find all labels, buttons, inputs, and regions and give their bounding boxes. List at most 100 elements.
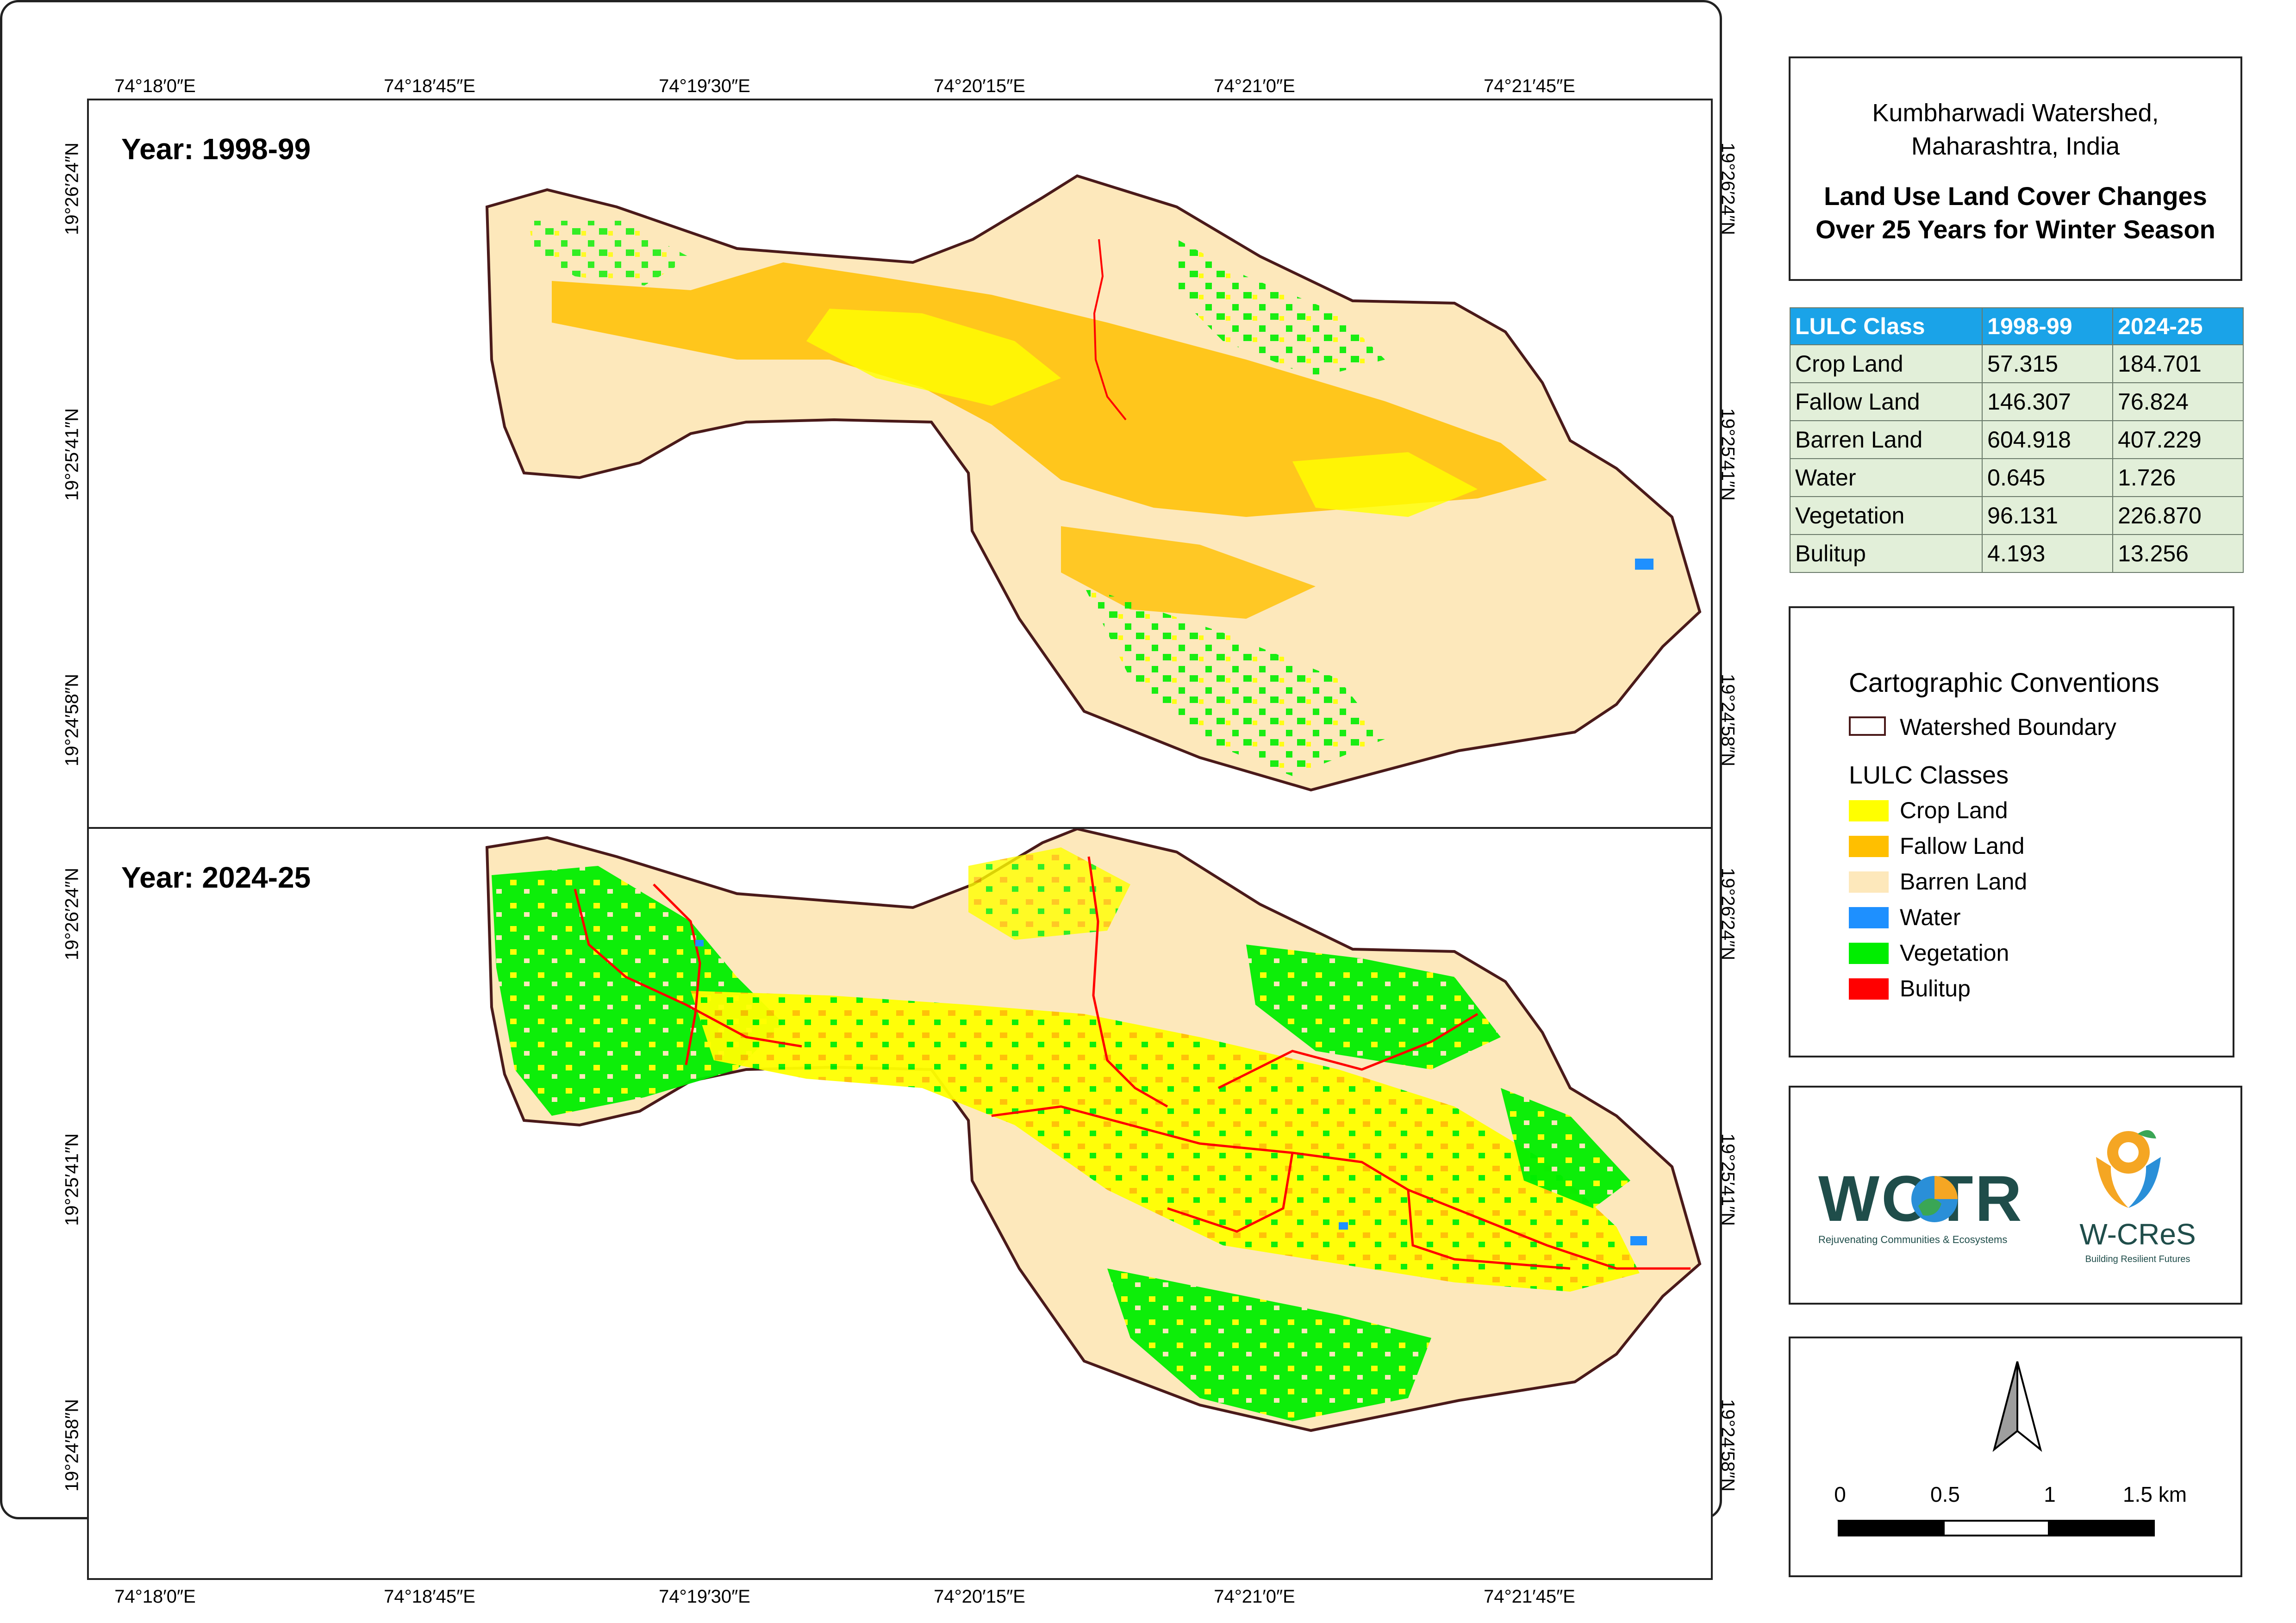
scale-bar xyxy=(1838,1520,2155,1536)
legend-swatch-fallow xyxy=(1849,836,1889,857)
wcres-logo-text: W-CReS xyxy=(2079,1218,2196,1251)
legend-label-water: Water xyxy=(1900,904,1961,930)
scale-label: 1 xyxy=(2044,1482,2056,1506)
title-line: Land Use Land Cover Changes xyxy=(1824,181,2207,211)
year-label: Year: 1998-99 xyxy=(121,132,311,166)
table-cell: 407.229 xyxy=(2112,420,2244,459)
y-tick-right: 19°25′41″N xyxy=(1717,408,1738,501)
place-line: Kumbharwadi Watershed, xyxy=(1872,99,2159,127)
table-cell: Barren Land xyxy=(1789,420,1983,459)
table-cell: 0.645 xyxy=(1982,458,2114,497)
y-tick-left: 19°25′41″N xyxy=(62,408,82,501)
map-panel-2024: Year: 2024-25 xyxy=(87,827,1713,1580)
legend-swatch-vegetation xyxy=(1849,943,1889,964)
lulc-area-table: LULC Class 1998-99 2024-25 Crop Land 57.… xyxy=(1789,307,2244,573)
table-header: 1998-99 xyxy=(1982,307,2114,345)
x-tick-top: 74°21′45″E xyxy=(1484,76,1575,96)
legend-label-fallow: Fallow Land xyxy=(1900,833,2025,859)
wotr-tagline: Rejuvenating Communities & Ecosystems xyxy=(1818,1234,2008,1245)
y-tick-right: 19°25′41″N xyxy=(1717,1133,1738,1226)
lulc-fill-2024 xyxy=(492,847,1691,1421)
table-cell: 57.315 xyxy=(1982,344,2114,383)
legend-classes-title: LULC Classes xyxy=(1849,761,2009,789)
legend-label-vegetation: Vegetation xyxy=(1900,940,2009,966)
title-line: Over 25 Years for Winter Season xyxy=(1816,215,2215,244)
table-row: Vegetation 96.131 226.870 xyxy=(1789,496,2244,535)
y-tick-right: 19°24′58″N xyxy=(1717,1399,1738,1492)
table-cell: 604.918 xyxy=(1982,420,2114,459)
y-tick-left: 19°24′58″N xyxy=(62,1399,82,1492)
logo-panel: WOTR Rejuvenating Communities & Ecosyste… xyxy=(1789,1086,2242,1305)
table-header: 2024-25 xyxy=(2112,307,2244,345)
table-cell: Water xyxy=(1789,458,1983,497)
y-tick-left: 19°26′24″N xyxy=(62,867,82,961)
table-cell: Fallow Land xyxy=(1789,382,1983,421)
place-line: Maharashtra, India xyxy=(1911,132,2120,160)
y-tick-left: 19°25′41″N xyxy=(62,1133,82,1226)
table-cell: Crop Land xyxy=(1789,344,1983,383)
x-tick-bottom: 74°18′0″E xyxy=(114,1586,196,1607)
table-row: Barren Land 604.918 407.229 xyxy=(1789,420,2244,459)
table-cell: 13.256 xyxy=(2112,534,2244,573)
legend-title: Cartographic Conventions xyxy=(1849,668,2159,698)
table-row: Water 0.645 1.726 xyxy=(1789,458,2244,497)
table-cell: 226.870 xyxy=(2112,496,2244,535)
legend-label-barren: Barren Land xyxy=(1900,869,2028,895)
x-tick-bottom: 74°18′45″E xyxy=(384,1586,475,1607)
north-arrow-icon xyxy=(1992,1361,2042,1452)
table-cell: Vegetation xyxy=(1789,496,1983,535)
map-title: Land Use Land Cover Changes Over 25 Year… xyxy=(1791,180,2240,246)
map-panel-1998: Year: 1998-99 xyxy=(87,99,1713,852)
y-tick-right: 19°24′58″N xyxy=(1717,673,1738,767)
lulc-map-1998 xyxy=(485,174,1702,792)
legend-swatch-builtup xyxy=(1849,978,1889,1000)
table-cell: 146.307 xyxy=(1982,382,2114,421)
wcres-tagline: Building Resilient Futures xyxy=(2085,1254,2190,1264)
x-tick-bottom: 74°20′15″E xyxy=(934,1586,1025,1607)
north-scale-panel: 0 0.5 1 1.5 km xyxy=(1789,1337,2242,1577)
wotr-logo: WOTR Rejuvenating Communities & Ecosyste… xyxy=(1818,1166,2036,1246)
scale-label: 0 xyxy=(1834,1482,1846,1506)
table-cell: 184.701 xyxy=(2112,344,2244,383)
y-tick-right: 19°26′24″N xyxy=(1717,867,1738,961)
lulc-fill-1998 xyxy=(529,221,1653,776)
table-header: LULC Class xyxy=(1789,307,1983,345)
table-row: Bulitup 4.193 13.256 xyxy=(1789,534,2244,573)
table-row: Crop Land 57.315 184.701 xyxy=(1789,344,2244,383)
x-tick-bottom: 74°21′45″E xyxy=(1484,1586,1575,1607)
wcres-logo: W-CReS Building Resilient Futures xyxy=(2064,1120,2212,1287)
y-tick-right: 19°26′24″N xyxy=(1717,142,1738,236)
year-label: Year: 2024-25 xyxy=(121,861,311,894)
legend-label-crop: Crop Land xyxy=(1900,797,2008,823)
x-tick-top: 74°20′15″E xyxy=(934,76,1025,96)
x-tick-top: 74°21′0″E xyxy=(1214,76,1295,96)
table-cell: 76.824 xyxy=(2112,382,2244,421)
hands-sun-icon xyxy=(2096,1130,2161,1208)
legend-swatch-crop xyxy=(1849,800,1889,821)
x-tick-bottom: 74°21′0″E xyxy=(1214,1586,1295,1607)
y-tick-left: 19°24′58″N xyxy=(62,673,82,767)
legend-boundary-swatch xyxy=(1849,716,1886,736)
table-cell: Bulitup xyxy=(1789,534,1983,573)
table-cell: 4.193 xyxy=(1982,534,2114,573)
scale-label: 1.5 km xyxy=(2122,1482,2187,1506)
scale-label: 0.5 xyxy=(1930,1482,1960,1506)
globe-icon xyxy=(1911,1176,1958,1222)
x-tick-top: 74°18′45″E xyxy=(384,76,475,96)
legend-swatch-water xyxy=(1849,907,1889,928)
map-place: Kumbharwadi Watershed, Maharashtra, Indi… xyxy=(1791,96,2240,163)
legend-panel: Cartographic Conventions Watershed Bound… xyxy=(1789,606,2234,1057)
title-panel: Kumbharwadi Watershed, Maharashtra, Indi… xyxy=(1789,56,2242,281)
table-header-row: LULC Class 1998-99 2024-25 xyxy=(1789,307,2244,345)
table-row: Fallow Land 146.307 76.824 xyxy=(1789,382,2244,421)
x-tick-top: 74°18′0″E xyxy=(114,76,196,96)
y-tick-left: 19°26′24″N xyxy=(62,142,82,236)
legend-swatch-barren xyxy=(1849,871,1889,893)
table-cell: 96.131 xyxy=(1982,496,2114,535)
legend-label-builtup: Bulitup xyxy=(1900,976,1971,1001)
lulc-map-2024 xyxy=(485,829,1702,1432)
table-cell: 1.726 xyxy=(2112,458,2244,497)
x-tick-bottom: 74°19′30″E xyxy=(659,1586,750,1607)
legend-boundary-label: Watershed Boundary xyxy=(1900,714,2116,740)
x-tick-top: 74°19′30″E xyxy=(659,76,750,96)
